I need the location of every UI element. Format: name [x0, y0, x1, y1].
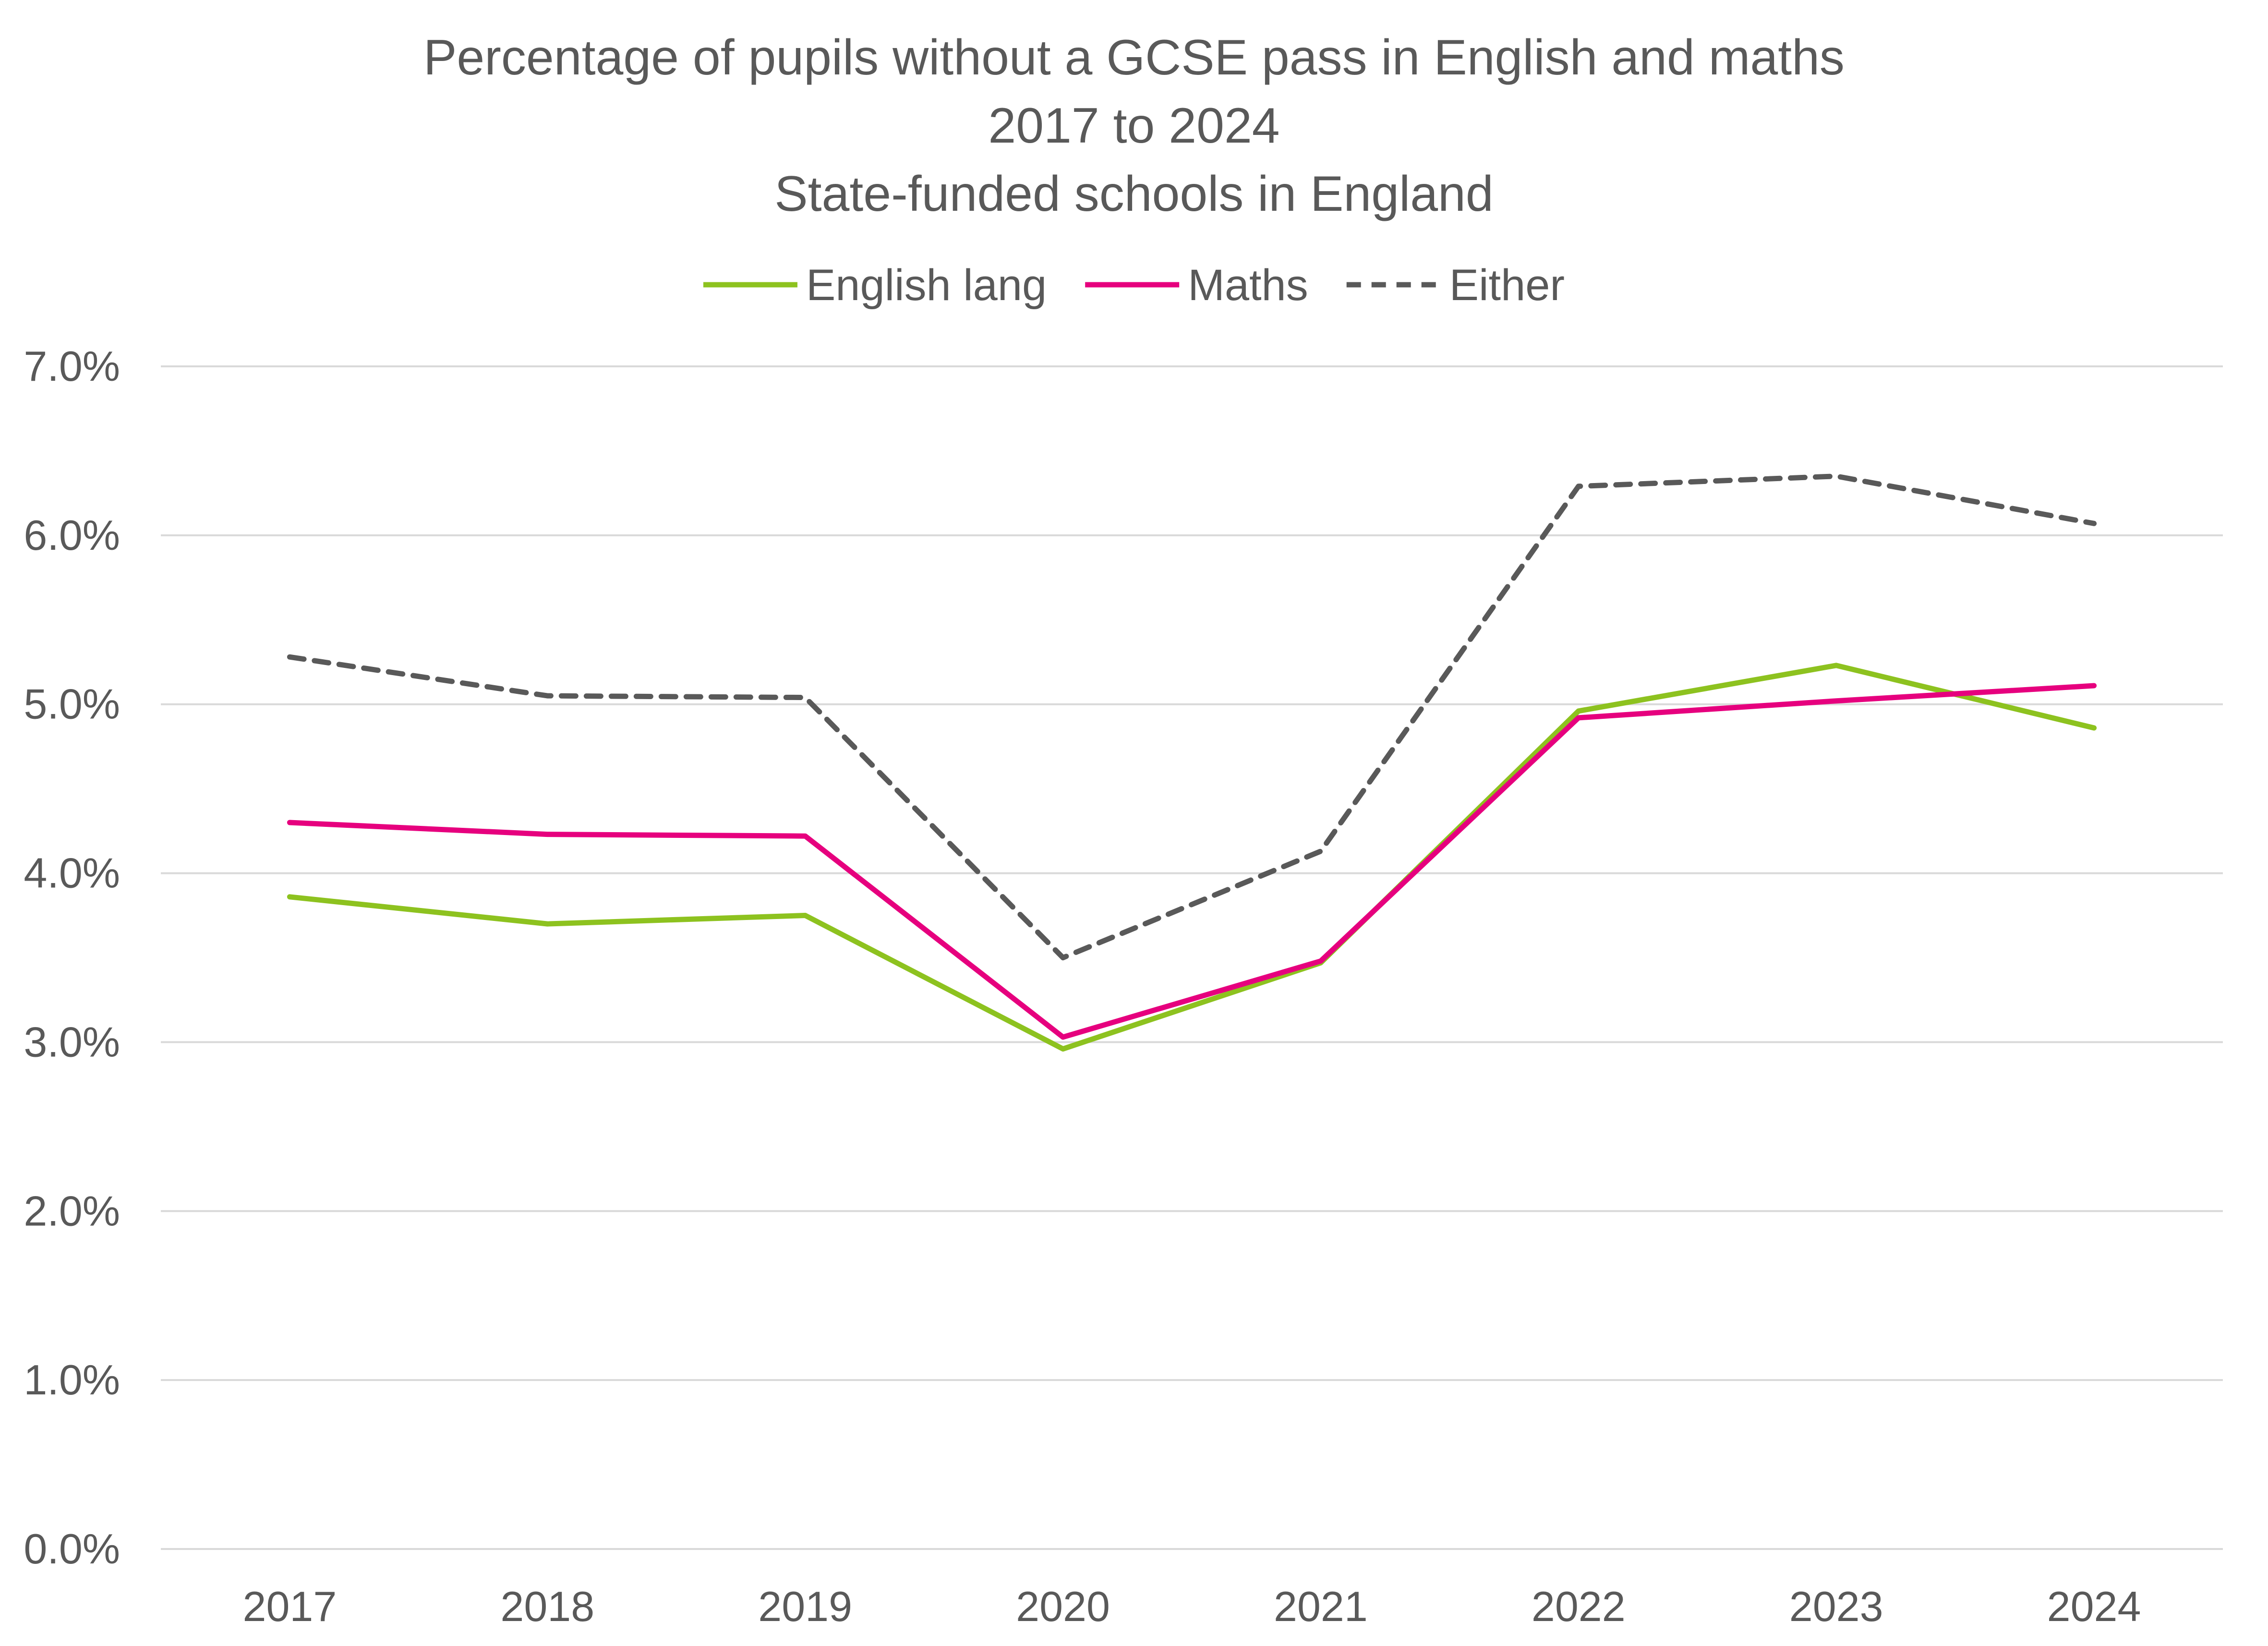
y-tick-label: 0.0%: [24, 1525, 120, 1573]
chart-title-line-1: Percentage of pupils without a GCSE pass…: [423, 30, 1845, 85]
x-tick-label: 2019: [758, 1583, 852, 1630]
y-tick-label: 6.0%: [24, 511, 120, 559]
y-tick-label: 7.0%: [24, 342, 120, 390]
x-tick-label: 2021: [1274, 1583, 1368, 1630]
chart-title: Percentage of pupils without a GCSE pass…: [423, 30, 1845, 222]
y-axis-tick-labels: 0.0% 1.0% 2.0% 3.0% 4.0% 5.0% 6.0% 7.0%: [24, 342, 120, 1573]
chart-title-line-3: State-funded schools in England: [774, 166, 1494, 222]
y-tick-label: 2.0%: [24, 1187, 120, 1234]
x-axis-tick-labels: 2017 2018 2019 2020 2021 2022 2023 2024: [243, 1583, 2141, 1630]
x-tick-label: 2018: [500, 1583, 594, 1630]
x-tick-label: 2024: [2047, 1583, 2141, 1630]
legend-label-either: Either: [1449, 261, 1565, 310]
y-tick-label: 3.0%: [24, 1018, 120, 1065]
x-tick-label: 2022: [1532, 1583, 1626, 1630]
x-tick-label: 2023: [1789, 1583, 1883, 1630]
y-tick-label: 1.0%: [24, 1356, 120, 1404]
x-tick-label: 2017: [243, 1583, 337, 1630]
legend-label-english-lang: English lang: [806, 261, 1047, 310]
y-gridlines: [161, 365, 2223, 1550]
series-line-either: [287, 473, 2097, 960]
chart-title-line-2: 2017 to 2024: [988, 98, 1279, 154]
y-tick-label: 5.0%: [24, 680, 120, 728]
chart-legend: English lang Maths Either: [703, 261, 1565, 310]
x-tick-label: 2020: [1016, 1583, 1110, 1630]
legend-label-maths: Maths: [1188, 261, 1308, 310]
series-line-english-lang: [287, 663, 2097, 1052]
series-line-maths: [287, 683, 2097, 1040]
series-lines: [287, 473, 2097, 1052]
y-tick-label: 4.0%: [24, 849, 120, 897]
